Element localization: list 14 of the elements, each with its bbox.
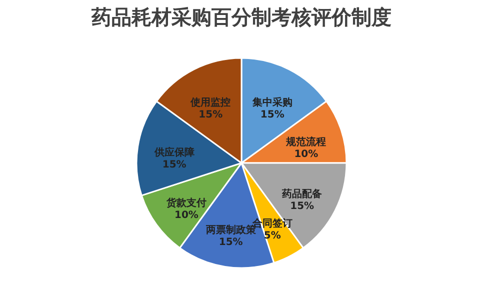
data-label: 15% — [198, 109, 223, 120]
slice-label: 集中采购 — [251, 96, 292, 108]
chart-title: 药品耗材采购百分制考核评价制度 — [90, 5, 392, 29]
slice-label: 规范流程 — [285, 136, 326, 148]
slice-label: 货款支付 — [165, 196, 206, 209]
data-label: 15% — [260, 109, 284, 120]
data-label: 15% — [162, 159, 186, 170]
data-label: 10% — [174, 210, 198, 221]
slice-label: 药品配备 — [281, 188, 324, 200]
slice-label: 使用监控 — [190, 96, 231, 108]
data-label: 10% — [294, 148, 318, 160]
slice-label: 供应保障 — [153, 146, 194, 158]
data-label: 15% — [218, 237, 243, 248]
data-label: 15% — [290, 200, 314, 212]
